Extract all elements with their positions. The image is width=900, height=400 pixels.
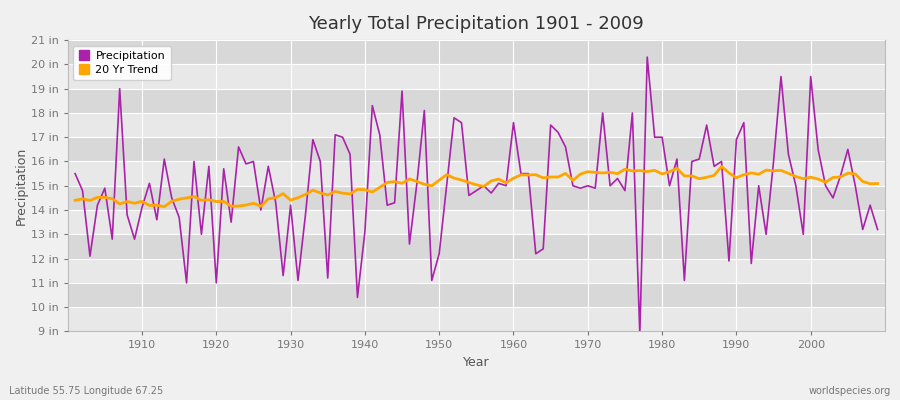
Title: Yearly Total Precipitation 1901 - 2009: Yearly Total Precipitation 1901 - 2009 — [309, 15, 644, 33]
Bar — [68, 258, 885, 283]
Y-axis label: Precipitation: Precipitation — [15, 147, 28, 225]
Bar — [68, 162, 885, 186]
Text: worldspecies.org: worldspecies.org — [809, 386, 891, 396]
Bar — [68, 186, 885, 210]
Legend: Precipitation, 20 Yr Trend: Precipitation, 20 Yr Trend — [73, 46, 171, 80]
Text: Latitude 55.75 Longitude 67.25: Latitude 55.75 Longitude 67.25 — [9, 386, 163, 396]
Bar — [68, 234, 885, 258]
Bar — [68, 307, 885, 332]
Bar — [68, 40, 885, 64]
Bar — [68, 137, 885, 162]
Bar — [68, 64, 885, 89]
Bar — [68, 283, 885, 307]
Bar — [68, 89, 885, 113]
Bar — [68, 113, 885, 137]
Bar — [68, 210, 885, 234]
X-axis label: Year: Year — [463, 356, 490, 369]
